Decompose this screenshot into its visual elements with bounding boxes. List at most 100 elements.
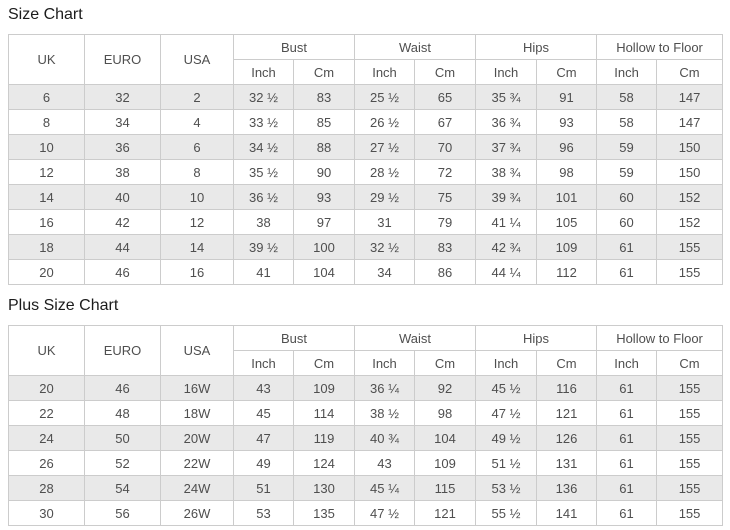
table-cell: 90 — [292, 159, 356, 185]
group-header-hips: Hips — [475, 34, 598, 60]
table-cell: 109 — [292, 375, 356, 401]
table-cell: 8 — [8, 109, 85, 135]
table-cell: 14 — [8, 184, 85, 210]
table-cell: 109 — [414, 450, 477, 476]
table-cell: 22W — [160, 450, 234, 476]
table-cell: 85 — [292, 109, 356, 135]
table-cell: 72 — [414, 159, 477, 185]
table-cell: 109 — [536, 234, 598, 260]
sub-header-waist-cm: Cm — [414, 59, 477, 85]
table-cell: 91 — [536, 84, 598, 110]
table-cell: 152 — [656, 184, 724, 210]
table-cell: 67 — [414, 109, 477, 135]
table-cell: 37 ¾ — [475, 134, 538, 160]
table-cell: 150 — [656, 134, 724, 160]
table-cell: 38 — [233, 209, 294, 235]
table-cell: 33 ½ — [233, 109, 294, 135]
table-cell: 4 — [160, 109, 234, 135]
table-cell: 16 — [160, 259, 234, 285]
table-cell: 61 — [596, 450, 658, 476]
table-row: 10 36 6 34 ½ 88 27 ½ 70 37 ¾ 96 59 150 — [8, 134, 724, 160]
table-cell: 32 — [84, 84, 161, 110]
group-header-bust: Bust — [232, 34, 356, 60]
table-cell: 61 — [596, 475, 658, 501]
table-cell: 6 — [8, 84, 85, 110]
table-cell: 51 ½ — [475, 450, 538, 476]
table-cell: 36 ¾ — [475, 109, 538, 135]
table-cell: 59 — [596, 159, 658, 185]
table-cell: 31 — [354, 209, 416, 235]
table-row: 20 46 16W 43 109 36 ¼ 92 45 ½ 116 61 155 — [8, 375, 724, 401]
table-cell: 98 — [536, 159, 598, 185]
table-cell: 18 — [8, 234, 85, 260]
group-header-waist: Waist — [354, 325, 477, 351]
table-cell: 70 — [414, 134, 477, 160]
table-cell: 29 ½ — [354, 184, 416, 210]
table-cell: 35 ¾ — [475, 84, 538, 110]
table-row: 30 56 26W 53 135 47 ½ 121 55 ½ 141 61 155 — [8, 500, 724, 526]
table-cell: 121 — [414, 500, 477, 526]
table-cell: 34 ½ — [233, 134, 294, 160]
table-cell: 32 ½ — [354, 234, 416, 260]
table-cell: 50 — [84, 425, 161, 451]
table-cell: 27 ½ — [354, 134, 416, 160]
table-cell: 96 — [536, 134, 598, 160]
table-cell: 42 — [84, 209, 161, 235]
table-cell: 155 — [656, 259, 724, 285]
group-header-hollow-to-floor: Hollow to Floor — [596, 34, 724, 60]
table-cell: 44 ¼ — [475, 259, 538, 285]
table-cell: 41 ¼ — [475, 209, 538, 235]
table-cell: 45 ¼ — [354, 475, 416, 501]
table-cell: 20 — [8, 375, 85, 401]
table-cell: 53 ½ — [475, 475, 538, 501]
table-row: 12 38 8 35 ½ 90 28 ½ 72 38 ¾ 98 59 150 — [8, 159, 724, 185]
table-cell: 18W — [160, 400, 234, 426]
table-cell: 16 — [8, 209, 85, 235]
table-cell: 98 — [414, 400, 477, 426]
table-cell: 83 — [414, 234, 477, 260]
table-cell: 79 — [414, 209, 477, 235]
table-cell: 34 — [84, 109, 161, 135]
table-cell: 131 — [536, 450, 598, 476]
table-cell: 40 ¾ — [354, 425, 416, 451]
table-cell: 152 — [656, 209, 724, 235]
table-cell: 147 — [656, 84, 724, 110]
table-cell: 58 — [596, 84, 658, 110]
table-cell: 115 — [414, 475, 477, 501]
table-cell: 61 — [596, 375, 658, 401]
table-cell: 48 — [84, 400, 161, 426]
header-row-groups: UK EURO USA Bust Waist Hips Hollow to Floor — [8, 34, 724, 85]
table-cell: 40 — [84, 184, 161, 210]
table-cell: 75 — [414, 184, 477, 210]
sub-header-bust-cm: Cm — [292, 350, 356, 376]
table-cell: 30 — [8, 500, 85, 526]
sub-header-hollow-to-floor-inch: Inch — [596, 350, 658, 376]
col-header-usa: USA — [160, 34, 234, 85]
table-cell: 119 — [292, 425, 356, 451]
table-cell: 124 — [292, 450, 356, 476]
table-cell: 155 — [656, 475, 724, 501]
table-cell: 36 ½ — [233, 184, 294, 210]
table-cell: 83 — [292, 84, 356, 110]
table-cell: 60 — [596, 209, 658, 235]
table-cell: 8 — [160, 159, 234, 185]
group-header-waist: Waist — [354, 34, 477, 60]
table-row: 16 42 12 38 97 31 79 41 ¼ 105 60 152 — [8, 209, 724, 235]
col-header-usa: USA — [160, 325, 234, 376]
table-cell: 46 — [84, 259, 161, 285]
table-cell: 141 — [536, 500, 598, 526]
table-cell: 28 ½ — [354, 159, 416, 185]
table-cell: 45 — [233, 400, 294, 426]
sub-header-bust-cm: Cm — [292, 59, 356, 85]
table-cell: 53 — [233, 500, 294, 526]
table-cell: 26 ½ — [354, 109, 416, 135]
table-cell: 10 — [160, 184, 234, 210]
table-cell: 155 — [656, 375, 724, 401]
col-header-euro: EURO — [84, 325, 161, 376]
table-cell: 135 — [292, 500, 356, 526]
table-cell: 59 — [596, 134, 658, 160]
table-cell: 105 — [536, 209, 598, 235]
table-cell: 56 — [84, 500, 161, 526]
table-cell: 93 — [536, 109, 598, 135]
